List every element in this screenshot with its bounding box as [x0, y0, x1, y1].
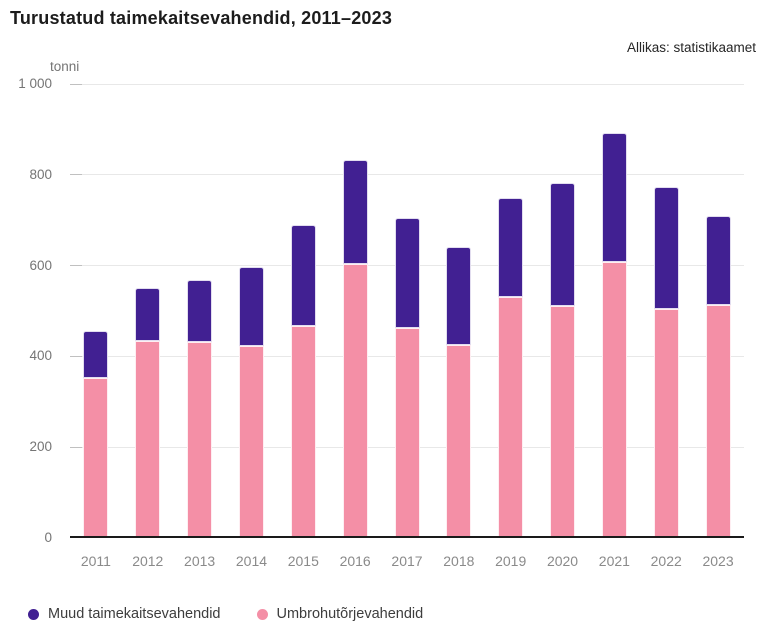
bar-segment-muud-taimekaitsevahendid[interactable]	[342, 160, 368, 264]
x-axis-tick-label: 2023	[702, 553, 734, 569]
bar-segment-umbrohutorjevahendid[interactable]	[550, 306, 576, 538]
y-axis-tick-label: 400	[29, 348, 52, 364]
bar-2016[interactable]	[342, 84, 368, 538]
bar-segment-umbrohutorjevahendid[interactable]	[705, 304, 731, 538]
x-axis-baseline	[70, 536, 744, 538]
y-axis-tick-label: 800	[29, 166, 52, 182]
x-axis-tick-label: 2019	[495, 553, 527, 569]
bar-segment-muud-taimekaitsevahendid[interactable]	[601, 133, 627, 262]
bar-2021[interactable]	[601, 84, 627, 538]
bar-segment-umbrohutorjevahendid[interactable]	[83, 377, 109, 538]
bar-segment-muud-taimekaitsevahendid[interactable]	[238, 267, 264, 346]
bar-segment-umbrohutorjevahendid[interactable]	[135, 340, 161, 538]
bar-2012[interactable]	[135, 84, 161, 538]
bar-segment-muud-taimekaitsevahendid[interactable]	[83, 331, 109, 378]
y-axis-tick	[70, 83, 82, 85]
legend-label: Umbrohutõrjevahendid	[276, 606, 424, 622]
bar-segment-muud-taimekaitsevahendid[interactable]	[705, 215, 731, 305]
bar-segment-umbrohutorjevahendid[interactable]	[653, 309, 679, 538]
chart-title: Turustatud taimekaitsevahendid, 2011–202…	[10, 8, 393, 28]
x-axis-tick-label: 2011	[80, 553, 111, 569]
y-axis-tick-label: 600	[29, 257, 52, 273]
chart-legend: Muud taimekaitsevahendid Umbrohutõrjevahe…	[28, 606, 423, 622]
bar-2015[interactable]	[290, 84, 316, 538]
bar-segment-umbrohutorjevahendid[interactable]	[238, 345, 264, 538]
bar-2011[interactable]	[83, 84, 109, 538]
bar-segment-umbrohutorjevahendid[interactable]	[394, 328, 420, 538]
bar-segment-umbrohutorjevahendid[interactable]	[498, 297, 524, 538]
source-attribution: Allikas: statistikaamet	[626, 40, 756, 55]
x-axis-tick-label: 2018	[443, 553, 475, 569]
bar-segment-umbrohutorjevahendid[interactable]	[601, 261, 627, 538]
gridline	[70, 174, 744, 176]
bar-segment-muud-taimekaitsevahendid[interactable]	[187, 280, 213, 342]
bar-segment-muud-taimekaitsevahendid[interactable]	[498, 198, 524, 298]
x-axis-tick-label: 2021	[598, 553, 630, 569]
bar-2019[interactable]	[498, 84, 524, 538]
x-axis-tick-label: 2015	[287, 553, 319, 569]
legend-dot-icon	[256, 608, 268, 620]
bar-2013[interactable]	[187, 84, 213, 538]
plot-area	[70, 83, 744, 538]
bar-segment-muud-taimekaitsevahendid[interactable]	[446, 246, 472, 345]
bar-2023[interactable]	[705, 84, 731, 538]
bar-segment-muud-taimekaitsevahendid[interactable]	[135, 288, 161, 341]
bar-segment-umbrohutorjevahendid[interactable]	[342, 263, 368, 538]
legend-item[interactable]: Umbrohutõrjevahendid	[256, 606, 424, 622]
x-axis-tick-label: 2017	[391, 553, 423, 569]
y-axis-tick-label: 1 000	[18, 76, 52, 91]
bar-2014[interactable]	[238, 84, 264, 538]
y-axis-tick-label: 200	[29, 439, 52, 455]
x-axis-tick-label: 2020	[546, 553, 579, 569]
y-axis-tick	[70, 265, 82, 267]
bar-2017[interactable]	[394, 84, 420, 538]
legend-label: Muud taimekaitsevahendid	[48, 606, 221, 622]
bar-segment-muud-taimekaitsevahendid[interactable]	[290, 225, 316, 326]
y-axis-unit-label: tonni	[50, 59, 80, 74]
x-axis-tick-label: 2014	[235, 553, 268, 569]
bar-2018[interactable]	[446, 84, 472, 538]
y-axis-tick	[70, 174, 82, 176]
x-axis-tick-label: 2013	[184, 553, 216, 569]
bar-segment-umbrohutorjevahendid[interactable]	[290, 325, 316, 538]
bar-segment-umbrohutorjevahendid[interactable]	[446, 344, 472, 538]
legend-dot-icon	[28, 608, 39, 620]
bar-segment-muud-taimekaitsevahendid[interactable]	[550, 182, 576, 307]
bar-2022[interactable]	[653, 84, 679, 538]
x-axis-tick-label: 2022	[650, 553, 682, 569]
y-axis-tick	[70, 355, 82, 357]
y-axis-tick	[70, 446, 82, 448]
bar-2020[interactable]	[550, 84, 576, 538]
x-axis-tick-label: 2016	[339, 553, 371, 569]
y-axis-tick-label: 0	[44, 530, 52, 545]
legend-item[interactable]: Muud taimekaitsevahendid	[28, 606, 221, 622]
gridline	[70, 83, 744, 85]
x-axis-tick-label: 2012	[132, 553, 164, 569]
bar-segment-umbrohutorjevahendid[interactable]	[187, 341, 213, 538]
bar-segment-muud-taimekaitsevahendid[interactable]	[653, 186, 679, 310]
bar-segment-muud-taimekaitsevahendid[interactable]	[394, 217, 420, 329]
